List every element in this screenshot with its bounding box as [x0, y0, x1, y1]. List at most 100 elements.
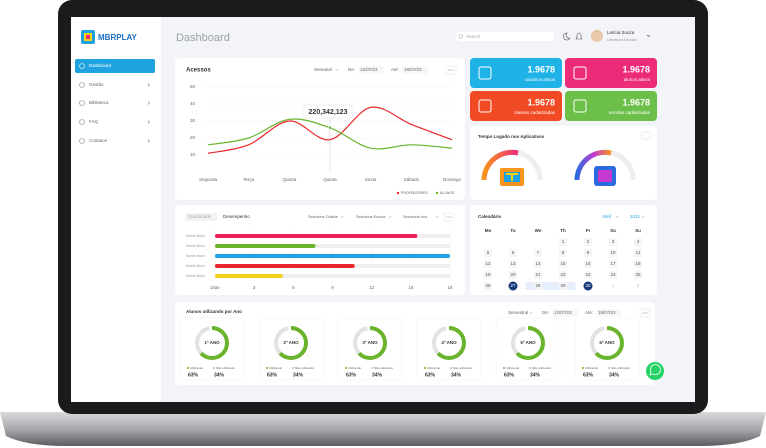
date-box[interactable] [596, 309, 622, 317]
stat-icon [573, 66, 587, 80]
usage-value: 34% [530, 372, 541, 378]
menu-item[interactable]: Contatos [89, 138, 108, 143]
legend-label: Utilizando [506, 366, 520, 370]
date-value: 18/07/23 [404, 67, 422, 72]
menu-icon [79, 82, 85, 88]
stat-card[interactable] [565, 91, 657, 121]
day[interactable]: 12 [485, 261, 491, 266]
day[interactable]: 13 [510, 261, 516, 266]
stat-card[interactable] [470, 91, 562, 121]
day[interactable]: 2 [587, 239, 590, 244]
day[interactable]: 16 [585, 261, 591, 266]
month-select[interactable]: Abril [602, 214, 611, 219]
day[interactable]: 24 [610, 272, 616, 277]
tab[interactable] [220, 213, 252, 221]
user-name: Letícia Souza [607, 30, 635, 35]
day[interactable]: 10 [610, 250, 616, 255]
y-tick-label: 50 [190, 84, 196, 89]
day[interactable]: 29 [560, 283, 566, 288]
more-button[interactable] [640, 131, 652, 140]
day[interactable]: 18 [635, 261, 641, 266]
day[interactable]: 6 [512, 250, 515, 255]
day[interactable]: 27 [510, 283, 516, 288]
tab[interactable] [185, 213, 217, 221]
day[interactable]: 23 [585, 272, 591, 277]
search-box[interactable] [454, 30, 556, 43]
day[interactable]: 7 [537, 250, 540, 255]
legend-label: Não utilizando [611, 366, 630, 370]
date-box[interactable] [358, 66, 384, 74]
day[interactable]: 11 [636, 250, 641, 255]
legend-swatch [213, 367, 215, 369]
day-cell [509, 271, 517, 279]
day[interactable]: 22 [560, 272, 566, 277]
user-menu-chevron[interactable] [646, 34, 651, 37]
stat-card[interactable] [565, 58, 657, 88]
more-dot [446, 216, 448, 218]
menu-item[interactable]: FAQ [89, 119, 99, 124]
day[interactable]: 21 [535, 272, 541, 277]
y-tick-label: 20 [190, 135, 196, 140]
day[interactable]: 14 [535, 261, 541, 266]
day-cell [534, 260, 542, 268]
gauge [481, 149, 543, 186]
avatar[interactable] [591, 30, 603, 42]
usage-value: 63% [346, 372, 357, 378]
filter-select[interactable]: Selecione Cidade [308, 215, 338, 219]
day[interactable]: 30 [585, 283, 591, 288]
year-label: 1º ANO [204, 340, 220, 345]
period-select[interactable]: Semanal [314, 67, 332, 72]
usage-value: 63% [504, 372, 515, 378]
menu-item[interactable]: Biblioteca [89, 100, 109, 105]
filter-select[interactable]: Selecione Escola [356, 215, 386, 219]
legend-swatch [503, 367, 505, 369]
stat-card[interactable] [470, 58, 562, 88]
day[interactable]: 1 [612, 283, 615, 288]
stat-value: 1.9678 [527, 97, 555, 107]
tooltip [303, 104, 353, 119]
day[interactable]: 25 [635, 272, 641, 277]
day[interactable]: 17 [610, 261, 616, 266]
period-select[interactable]: Semestral [508, 310, 528, 315]
day-cell [584, 249, 592, 257]
day[interactable]: 26 [485, 283, 491, 288]
tab-label: Desempenho [223, 214, 250, 219]
day[interactable]: 2 [637, 283, 640, 288]
legend-swatch [266, 367, 268, 369]
day[interactable]: 3 [612, 239, 615, 244]
date-box[interactable] [552, 309, 578, 317]
legend-swatch [435, 191, 439, 195]
day-cell [534, 282, 542, 290]
day[interactable]: 8 [562, 250, 565, 255]
donut-segment [274, 326, 308, 360]
legend-label: Utilizando [427, 366, 441, 370]
selected-day [583, 281, 593, 291]
filter-select[interactable]: Selecione Ano [403, 215, 427, 219]
donut-segment [195, 326, 229, 360]
legend-swatch [608, 367, 610, 369]
menu-item[interactable]: Dashboard [89, 63, 112, 68]
year-select[interactable]: 2021 [630, 214, 641, 219]
day[interactable]: 5 [487, 250, 490, 255]
menu-active[interactable] [75, 59, 155, 73]
y-tick-label: 30 [190, 118, 196, 123]
menu-item[interactable]: Gestão [89, 82, 104, 87]
day[interactable]: 9 [587, 250, 590, 255]
day[interactable]: 20 [510, 272, 516, 277]
day[interactable]: 28 [535, 283, 541, 288]
day[interactable]: 4 [637, 239, 640, 244]
day[interactable]: 19 [485, 272, 491, 277]
weekday: Sa [610, 228, 616, 233]
bell-icon[interactable] [575, 32, 583, 40]
row-label: Nome Aluno [186, 274, 205, 278]
stat-value: 1.9678 [622, 97, 650, 107]
stat-value: 1.9678 [622, 64, 650, 74]
day-cell [559, 249, 567, 257]
day[interactable]: 1 [562, 239, 565, 244]
theme-icon[interactable] [563, 32, 571, 41]
day[interactable]: 15 [560, 261, 566, 266]
date-box[interactable] [402, 66, 428, 74]
year-label: 2º ANO [283, 340, 299, 345]
donut-segment [590, 326, 624, 360]
